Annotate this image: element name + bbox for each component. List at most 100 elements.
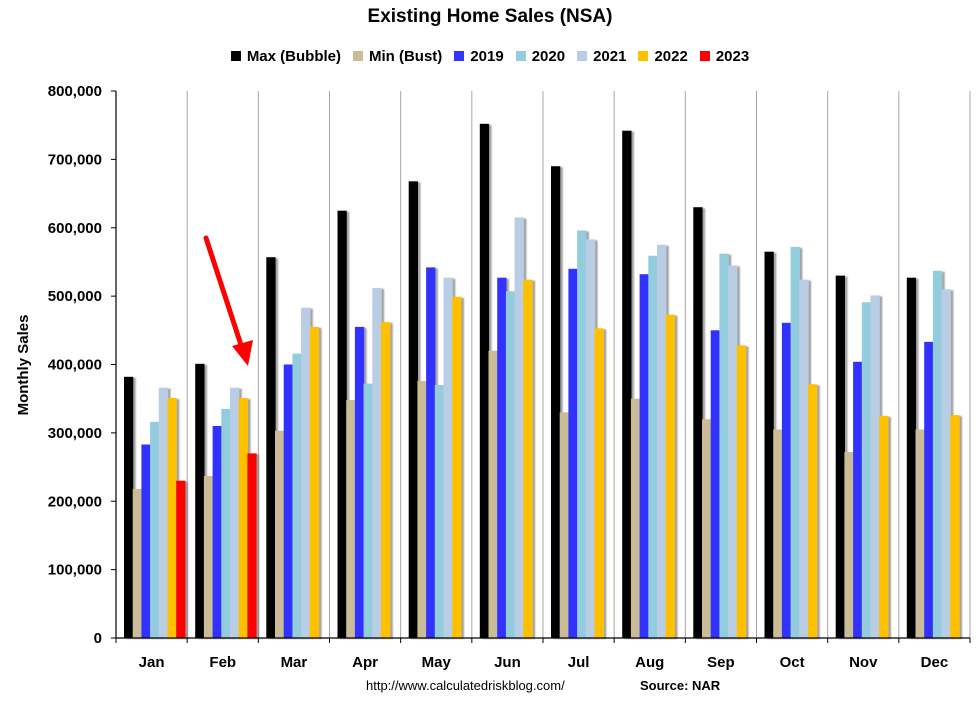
bar: [426, 267, 436, 638]
bar: [879, 415, 889, 638]
legend-item: Max (Bubble): [230, 48, 341, 65]
bar: [577, 230, 587, 638]
bar: [585, 239, 596, 638]
legend-label: 2019: [470, 48, 504, 65]
legend-item: 2019: [454, 48, 504, 65]
bar: [915, 429, 925, 638]
x-tick-label: Feb: [209, 654, 236, 671]
annotation-arrow-head: [232, 340, 253, 366]
bar: [132, 488, 142, 638]
bar: [523, 279, 533, 638]
bar: [657, 244, 667, 639]
y-tick-label: 400,000: [48, 357, 102, 374]
bar: [346, 400, 356, 638]
legend-item: 2023: [699, 48, 750, 65]
bar: [924, 341, 934, 638]
bar: [203, 476, 214, 638]
bar: [195, 363, 205, 638]
x-tick-label: May: [422, 654, 452, 671]
bar: [799, 279, 809, 638]
bar: [622, 130, 632, 638]
y-tick-label: 800,000: [48, 83, 102, 100]
bar: [594, 328, 604, 638]
legend-swatch: [352, 51, 363, 61]
y-tick-label: 300,000: [48, 425, 102, 442]
bar: [728, 265, 738, 638]
bar: [693, 207, 703, 638]
x-tick-label: Sep: [707, 654, 735, 671]
bar: [221, 408, 231, 638]
bar: [764, 251, 774, 638]
y-tick-label: 0: [94, 630, 102, 647]
bar: [719, 253, 729, 638]
legend-label: 2022: [654, 48, 688, 65]
bar: [665, 314, 675, 638]
bar: [551, 166, 561, 638]
bar: [736, 345, 747, 638]
bar: [844, 452, 854, 638]
bar: [505, 291, 516, 638]
bar: [141, 444, 151, 638]
legend-swatch: [454, 51, 465, 61]
bar: [283, 364, 293, 638]
bar: [230, 387, 240, 638]
x-tick-label: Jun: [494, 654, 521, 671]
bar: [247, 453, 257, 638]
bar: [158, 387, 169, 638]
x-tick-label: Jul: [568, 654, 590, 671]
y-tick-label: 200,000: [48, 493, 102, 510]
bar: [434, 385, 445, 638]
legend-item: 2021: [577, 48, 626, 65]
bar: [568, 268, 578, 638]
bar: [417, 380, 427, 638]
legend-label: 2020: [531, 48, 566, 65]
x-tick-label: Nov: [849, 654, 878, 671]
y-tick-label: 600,000: [48, 220, 102, 237]
legend-label: 2021: [593, 48, 627, 65]
bar: [212, 426, 222, 638]
bar: [781, 322, 792, 638]
bar: [238, 398, 248, 638]
bar: [497, 277, 507, 638]
bar: [372, 287, 382, 638]
x-tick-label: Mar: [281, 654, 308, 671]
bar: [266, 257, 276, 638]
source-credit: Source: NAR: [640, 678, 721, 693]
bar: [292, 353, 302, 638]
bar: [790, 246, 800, 638]
legend-swatch: [577, 51, 588, 61]
legend: Max (Bubble) Min (Bust) 2019 2020 2021 2022 20…: [0, 48, 980, 65]
legend-label: Min (Bust): [368, 48, 443, 65]
bar: [443, 277, 453, 638]
bar: [835, 275, 845, 638]
annotation-arrow-shaft: [203, 235, 245, 351]
y-tick-label: 700,000: [48, 151, 102, 168]
bar: [124, 376, 134, 638]
legend-item: Min (Bust): [352, 48, 443, 65]
bar: [275, 430, 285, 638]
legend-swatch: [699, 51, 710, 61]
bar: [559, 412, 569, 638]
x-tick-label: Apr: [352, 654, 378, 671]
bar: [150, 421, 160, 638]
bar: [301, 307, 311, 638]
bar: [337, 210, 347, 638]
bar: [167, 398, 177, 638]
bar: [381, 322, 391, 638]
bar: [932, 270, 943, 638]
bar: [773, 429, 783, 638]
bar: [479, 123, 490, 639]
legend-label: 2023: [715, 48, 750, 65]
bar: [354, 326, 365, 638]
bar: [452, 296, 462, 638]
x-tick-label: Oct: [780, 654, 805, 671]
legend-label: Max (Bubble): [246, 48, 341, 65]
bar: [488, 350, 498, 638]
chart-title: Existing Home Sales (NSA): [367, 6, 613, 27]
bar: [363, 383, 373, 638]
bar: [853, 361, 863, 638]
bar: [710, 330, 720, 638]
y-axis-label: Monthly Sales: [15, 315, 32, 416]
bar: [941, 289, 951, 638]
